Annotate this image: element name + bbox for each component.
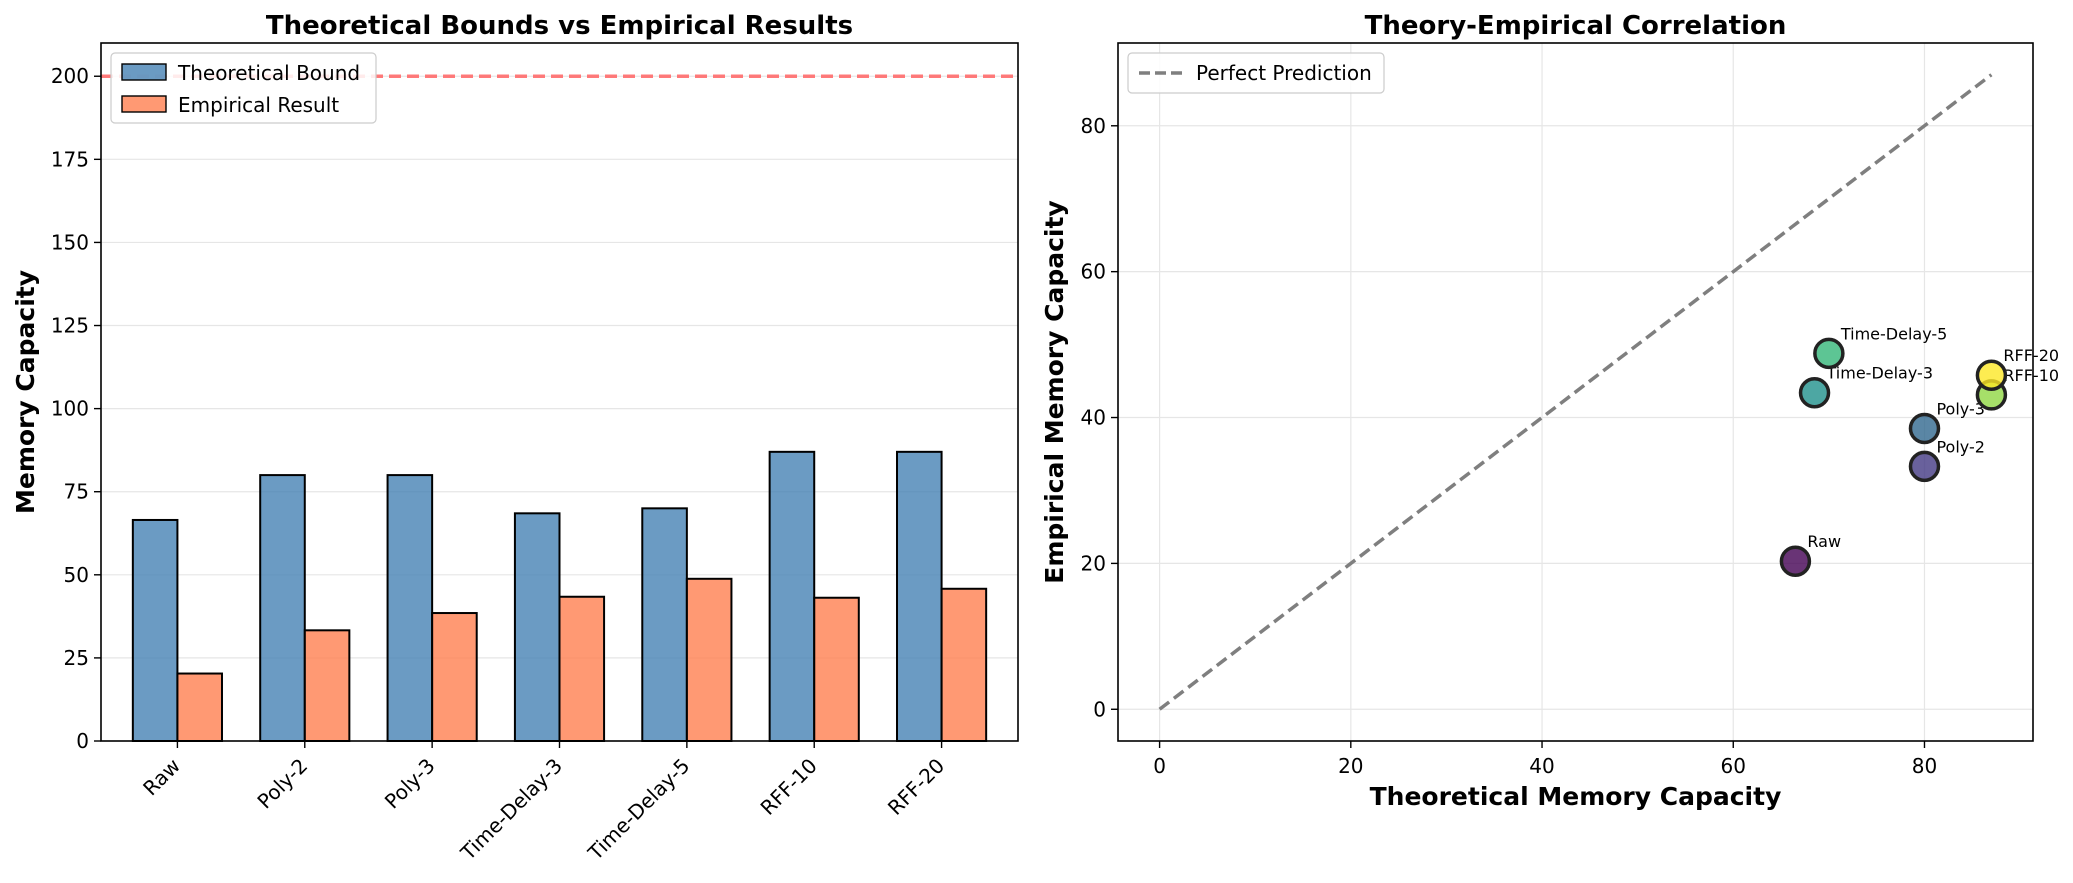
scatter-chart-y-ticks: 0 20 40 60 80 [1081, 114, 1118, 721]
bar-theoretical-bound [386, 474, 434, 742]
scatter-chart-legend: Perfect Prediction [1127, 52, 1385, 94]
point-poly-3 [1908, 412, 1941, 445]
x-tick-label: 40 [1529, 754, 1554, 778]
x-tick-label: RFF-20 [883, 754, 949, 820]
point-label-poly-3: Poly-3 [1936, 399, 1984, 418]
y-tick-label: 125 [51, 314, 89, 338]
y-tick-label: 150 [51, 230, 89, 254]
y-tick-label: 40 [1081, 406, 1106, 430]
point-label-time-delay-5: Time-Delay-5 [1840, 324, 1947, 343]
perfect-prediction-line [1158, 73, 1993, 711]
scatter-chart-xlabel: Theoretical Memory Capacity [1370, 782, 1782, 811]
bar-empirical-result [940, 587, 988, 742]
legend-label-perfect-prediction: Perfect Prediction [1196, 61, 1372, 85]
point-time-delay-3 [1798, 376, 1831, 409]
x-tick-label: Time-Delay-5 [583, 754, 695, 866]
y-tick-label: 200 [51, 64, 89, 88]
bar-theoretical-bound [641, 507, 688, 743]
x-tick-label: Time-Delay-3 [455, 754, 567, 866]
y-tick-label: 60 [1081, 260, 1106, 284]
bar-empirical-result [558, 595, 606, 742]
scatter-chart-ylabel: Empirical Memory Capacity [1040, 200, 1069, 583]
bar-chart-bars [131, 450, 988, 743]
point-raw [1779, 545, 1812, 577]
bar-chart-title: Theoretical Bounds vs Empirical Results [266, 11, 853, 41]
bar-empirical-result [685, 577, 733, 742]
bar-empirical-result [813, 596, 860, 743]
bar-chart-frame [100, 42, 1019, 742]
y-tick-label: 50 [64, 563, 89, 587]
x-tick-label: Poly-3 [380, 754, 440, 814]
scatter-chart: Theory-Empirical Correlation Theoretical… [1040, 11, 2059, 811]
legend-box [110, 52, 377, 124]
x-tick-label: 60 [1721, 754, 1746, 778]
x-tick-label: Raw [138, 754, 185, 801]
bar-empirical-result [303, 629, 351, 742]
legend-label-theoretical: Theoretical Bound [177, 61, 360, 85]
scatter-chart-perfect-line [1158, 73, 1993, 711]
bar-empirical-result [431, 612, 478, 742]
y-tick-label: 0 [1093, 697, 1106, 721]
y-tick-label: 80 [1081, 114, 1106, 138]
point-rff-20 [1975, 359, 2008, 391]
y-tick-label: 0 [76, 729, 89, 753]
legend-swatch-empirical [121, 95, 167, 113]
bar-empirical-result [176, 672, 223, 743]
point-label-time-delay-3: Time-Delay-3 [1826, 364, 1933, 383]
bar-chart: Theoretical Bounds vs Empirical Results … [11, 11, 1019, 865]
y-tick-label: 100 [51, 397, 89, 421]
point-label-raw: Raw [1807, 532, 1841, 551]
scatter-chart-grid [1118, 43, 2033, 741]
point-poly-2 [1908, 450, 1941, 483]
x-tick-label: 20 [1338, 754, 1363, 778]
scatter-chart-title: Theory-Empirical Correlation [1365, 11, 1787, 41]
x-tick-label: 0 [1153, 754, 1166, 778]
legend-box [1127, 52, 1385, 94]
x-tick-label: 80 [1912, 754, 1937, 778]
bar-theoretical-bound [131, 518, 179, 743]
bar-theoretical-bound [768, 450, 816, 742]
point-time-delay-5 [1813, 337, 1845, 370]
x-tick-label: Poly-2 [253, 754, 313, 814]
bar-chart-legend: Theoretical Bound Empirical Result [110, 52, 377, 124]
y-tick-label: 75 [64, 480, 89, 504]
bar-theoretical-bound [896, 450, 943, 742]
scatter-chart-frame [1117, 42, 2034, 742]
bar-theoretical-bound [259, 474, 306, 742]
legend-label-empirical: Empirical Result [178, 93, 339, 117]
point-label-rff-20: RFF-20 [2003, 346, 2059, 365]
point-label-poly-2: Poly-2 [1936, 437, 1984, 456]
y-tick-label: 25 [64, 646, 89, 670]
y-tick-label: 175 [51, 147, 89, 171]
x-tick-label: RFF-10 [756, 754, 822, 820]
bar-chart-ylabel: Memory Capacity [11, 270, 40, 514]
scatter-chart-x-ticks: 0 20 40 60 80 [1153, 741, 1937, 778]
point-label-rff-10: RFF-10 [2003, 366, 2059, 385]
bar-chart-y-ticks: 0 25 50 75 100 125 150 175 200 [51, 64, 101, 753]
legend-swatch-theoretical [121, 63, 167, 81]
bar-chart-x-ticks: Raw Poly-2 Poly-3 Time-Delay-3 Time-Delay-5 R… [138, 741, 949, 865]
y-tick-label: 20 [1081, 551, 1106, 575]
bar-theoretical-bound [513, 512, 561, 742]
